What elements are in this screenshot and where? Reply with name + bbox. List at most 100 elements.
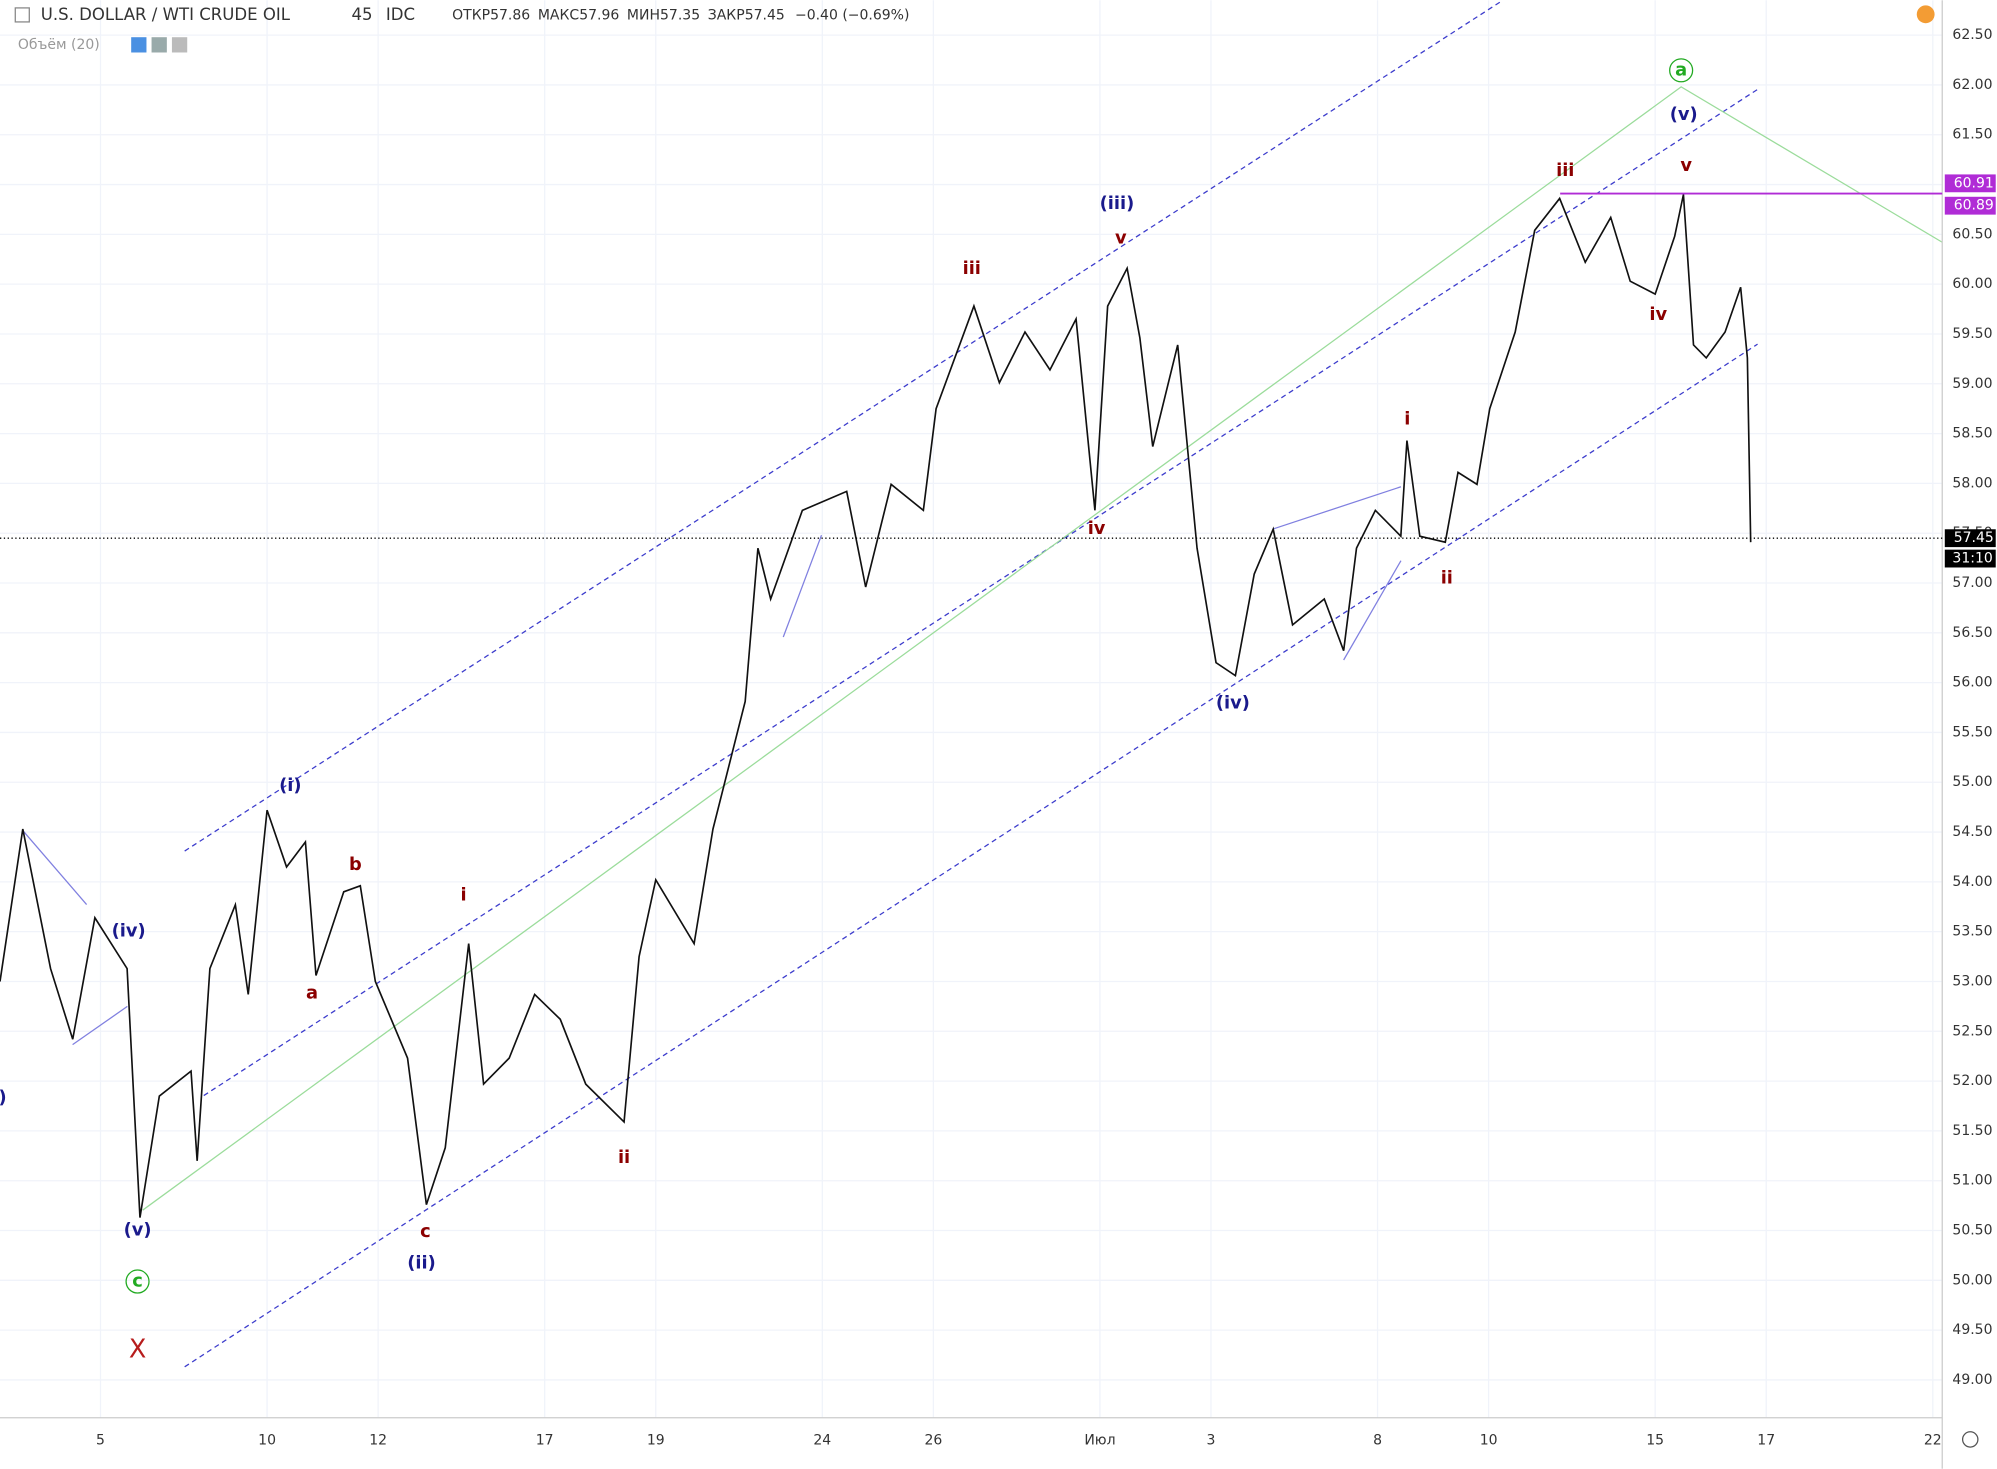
source[interactable]: IDC	[386, 5, 415, 24]
x-tick-label: 22	[1924, 1433, 1942, 1449]
trend-line	[142, 86, 1943, 1211]
price-tag-label: 60.91	[1954, 175, 1994, 191]
x-tick-label: 17	[536, 1433, 554, 1449]
y-tick-label: 62.00	[1952, 77, 1992, 93]
ohlc-value: 57.96	[579, 8, 619, 24]
y-tick-label: 54.00	[1952, 874, 1992, 890]
close-icon[interactable]	[171, 37, 188, 53]
last-price-tag	[1944, 529, 1996, 548]
hide-icon[interactable]	[131, 37, 147, 53]
wave-circle	[125, 1269, 150, 1294]
y-tick-label: 62.50	[1952, 27, 1992, 43]
wave-label: b	[349, 854, 362, 875]
x-tick-label: 8	[1373, 1433, 1382, 1449]
y-tick-label: 53.00	[1952, 973, 1992, 989]
indicator[interactable]: Объём (20)	[18, 37, 100, 53]
ohlc-key: МАКС	[538, 8, 580, 24]
ohlc-key: МИН	[627, 8, 660, 24]
alert-icon[interactable]	[1916, 5, 1935, 24]
wave-label: )	[0, 1087, 7, 1108]
collapse-icon[interactable]	[14, 7, 30, 23]
y-tick-label: 60.00	[1952, 276, 1992, 292]
x-tick-label: 26	[924, 1433, 942, 1449]
x-tick-label: 17	[1757, 1433, 1775, 1449]
wave-label: a	[306, 983, 318, 1004]
x-tick-label: Июл	[1084, 1433, 1115, 1449]
y-tick-label: 49.50	[1952, 1322, 1992, 1338]
x-tick-label: 3	[1207, 1433, 1216, 1449]
wave-label: a	[1675, 59, 1687, 80]
ohlc-key: ОТКР	[452, 8, 490, 24]
wedge-line	[72, 1005, 128, 1046]
price-tag	[1944, 174, 1996, 193]
y-tick-label: 55.00	[1952, 774, 1992, 790]
ohlc-key: ЗАКР	[708, 8, 745, 24]
y-tick-label: 61.50	[1952, 127, 1992, 143]
x-tick-label: 24	[813, 1433, 831, 1449]
wave-label: (v)	[1670, 104, 1698, 125]
y-tick-label: 56.50	[1952, 625, 1992, 641]
y-tick-label: 53.50	[1952, 924, 1992, 940]
wedge-line	[22, 830, 88, 905]
channel-line	[184, 0, 1504, 852]
wave-label: i	[461, 885, 467, 906]
y-tick-label: 52.00	[1952, 1073, 1992, 1089]
wave-label: (v)	[124, 1220, 152, 1241]
wave-label: iii	[963, 258, 981, 279]
y-tick-label: 51.50	[1952, 1123, 1992, 1139]
wave-label: iii	[1556, 160, 1574, 181]
x-tick-label: 19	[647, 1433, 665, 1449]
y-tick-label: 56.00	[1952, 675, 1992, 691]
channel-line	[203, 88, 1758, 1097]
price-line	[0, 194, 1752, 1218]
wave-circle	[1669, 58, 1694, 83]
ohlc: ОТКР57.86 МАКС57.96 МИН57.35 ЗАКР57.45 −0.40…	[452, 8, 909, 24]
wave-label: c	[420, 1221, 431, 1242]
drawings	[22, 0, 1943, 1368]
y-tick-label: 58.00	[1952, 475, 1992, 491]
x-tick-label: 10	[258, 1433, 276, 1449]
wave-label: i	[1404, 408, 1410, 429]
x-tick-label: 5	[96, 1433, 105, 1449]
wave-label: (iii)	[1100, 193, 1135, 214]
countdown: 31:10	[1952, 551, 1992, 567]
wave-label: ii	[618, 1147, 630, 1168]
wave-label: v	[1115, 227, 1127, 248]
x-tick-label: 10	[1480, 1433, 1498, 1449]
channel-line	[184, 343, 1758, 1368]
wave-label: iv	[1649, 304, 1667, 325]
wedge-line	[1273, 486, 1402, 530]
gear-icon[interactable]	[1961, 1431, 1979, 1448]
x-tick-label: 12	[369, 1433, 387, 1449]
price-tag-label: 60.89	[1954, 198, 1994, 214]
y-tick-label: 51.00	[1952, 1173, 1992, 1189]
y-tick-label: 52.50	[1952, 1023, 1992, 1039]
wave-label: (iv)	[112, 920, 146, 941]
ohlc-value: 57.86	[490, 8, 530, 24]
wave-label: iv	[1088, 518, 1106, 539]
wave-label: c	[132, 1271, 143, 1292]
wave-label: v	[1680, 155, 1692, 176]
ohlc-value: 57.35	[660, 8, 700, 24]
x-tick-label: 15	[1646, 1433, 1664, 1449]
price-tag	[1944, 196, 1996, 215]
wave-label: (i)	[279, 775, 301, 796]
symbol: U.S. DOLLAR / WTI CRUDE OIL	[41, 5, 291, 24]
y-tick-label: 60.50	[1952, 226, 1992, 242]
wave-label: ii	[1441, 567, 1453, 588]
y-tick-label: 50.50	[1952, 1223, 1992, 1239]
y-tick-label: 55.50	[1952, 724, 1992, 740]
y-tick-label: 57.00	[1952, 575, 1992, 591]
wedge-line	[782, 534, 823, 638]
ohlc-value: 57.45	[745, 8, 785, 24]
y-tick-label: 59.00	[1952, 376, 1992, 392]
y-tick-label: 58.50	[1952, 426, 1992, 442]
wave-label: X	[129, 1334, 146, 1364]
countdown-tag	[1944, 549, 1996, 568]
y-tick-label: 49.00	[1952, 1372, 1992, 1388]
settings-icon[interactable]	[151, 37, 167, 53]
y-tick-label: 59.50	[1952, 326, 1992, 342]
last-price-label: 57.45	[1954, 530, 1994, 546]
change: −0.40 (−0.69%)	[795, 8, 909, 24]
